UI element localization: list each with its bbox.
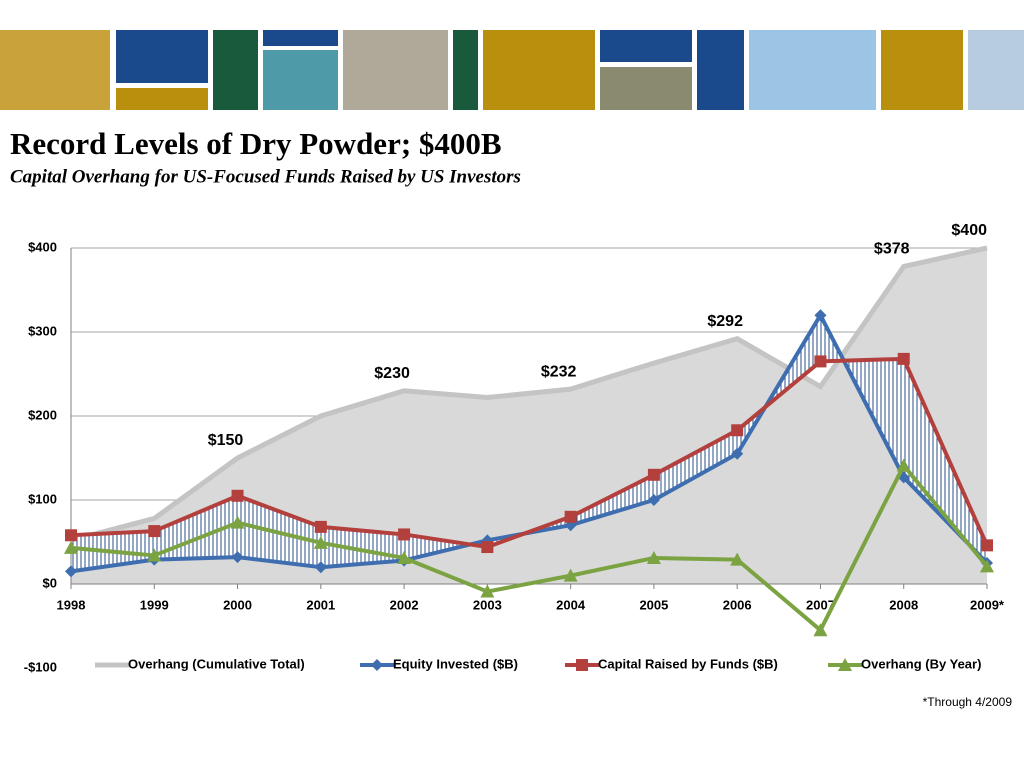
x-tick-label: 2009* bbox=[970, 597, 1005, 612]
y-tick-label: $400 bbox=[28, 239, 57, 254]
marker bbox=[314, 561, 327, 574]
marker bbox=[64, 540, 78, 554]
legend-marker bbox=[838, 658, 852, 671]
marker bbox=[148, 525, 161, 538]
x-tick-label: 2004 bbox=[556, 597, 586, 612]
area-fill bbox=[71, 248, 987, 584]
legend-label: Overhang (Cumulative Total) bbox=[128, 656, 305, 671]
marker bbox=[563, 568, 578, 582]
value-label: $150 bbox=[208, 432, 244, 449]
marker bbox=[980, 559, 994, 573]
legend-item: Capital Raised by Funds ($B) bbox=[565, 656, 778, 671]
title: Record Levels of Dry Powder; $400B bbox=[10, 126, 502, 161]
marker bbox=[647, 468, 660, 481]
value-label: $378 bbox=[874, 241, 910, 258]
legend-item: Overhang (By Year) bbox=[828, 656, 981, 671]
x-tick-label: 2001 bbox=[306, 597, 335, 612]
value-label: $230 bbox=[374, 365, 410, 382]
x-tick-label: 1999 bbox=[140, 597, 169, 612]
marker bbox=[731, 447, 744, 460]
marker bbox=[231, 551, 244, 564]
marker bbox=[480, 584, 495, 598]
marker bbox=[647, 494, 660, 506]
value-label: $400 bbox=[951, 222, 987, 239]
y-tick-label: $200 bbox=[28, 407, 57, 422]
legend-label: Capital Raised by Funds ($B) bbox=[598, 656, 778, 671]
marker bbox=[230, 515, 245, 529]
x-tick-label: 2006 bbox=[723, 597, 752, 612]
marker bbox=[564, 510, 577, 523]
x-tick-label: 1998 bbox=[57, 597, 86, 612]
plot: -$100 $0 $100 $200 $300 $400 1998 1999 2000 2001 2… bbox=[24, 222, 1005, 674]
y-tick-label: $100 bbox=[28, 491, 57, 506]
x-tick-label: 2000 bbox=[223, 597, 252, 612]
x-tick-label: 2003 bbox=[473, 597, 502, 612]
marker bbox=[731, 424, 744, 437]
marker bbox=[65, 529, 77, 542]
marker bbox=[813, 623, 828, 637]
banner bbox=[0, 30, 1024, 110]
value-label: $232 bbox=[541, 363, 577, 380]
marker bbox=[981, 539, 993, 552]
y-tick-label: $0 bbox=[43, 575, 57, 590]
legend-label: Equity Invested ($B) bbox=[393, 656, 518, 671]
legend-label: Overhang (By Year) bbox=[861, 656, 981, 671]
marker bbox=[896, 458, 911, 472]
marker bbox=[646, 550, 661, 564]
series-line bbox=[70, 463, 989, 633]
marker bbox=[398, 528, 411, 541]
marker bbox=[814, 309, 827, 322]
marker bbox=[730, 552, 745, 566]
value-label: $292 bbox=[707, 313, 743, 330]
y-tick-label: -$100 bbox=[24, 659, 57, 674]
x-tick-label: 2007 bbox=[806, 597, 835, 612]
spread-hatch bbox=[71, 315, 987, 572]
area-edge bbox=[70, 245, 988, 543]
x-tick-label: 2005 bbox=[639, 597, 668, 612]
legend-marker bbox=[371, 659, 383, 671]
marker bbox=[231, 489, 244, 502]
legend-item: Equity Invested ($B) bbox=[360, 656, 518, 671]
marker bbox=[314, 520, 327, 533]
marker bbox=[65, 565, 77, 578]
footnote: *Through 4/2009 bbox=[923, 695, 1013, 709]
subtitle: Capital Overhang for US-Focused Funds Ra… bbox=[10, 166, 521, 187]
x-tick-label: 2002 bbox=[390, 597, 419, 612]
y-tick-label: $300 bbox=[28, 323, 57, 338]
marker bbox=[814, 355, 827, 368]
series-line bbox=[70, 356, 989, 550]
legend-marker bbox=[576, 659, 588, 671]
marker bbox=[481, 541, 494, 554]
x-tick-label: 2008 bbox=[889, 597, 918, 612]
marker bbox=[897, 352, 910, 365]
marker bbox=[313, 535, 328, 549]
marker bbox=[147, 548, 162, 562]
legend-item: Overhang (Cumulative Total) bbox=[95, 656, 305, 671]
marker bbox=[397, 550, 412, 564]
